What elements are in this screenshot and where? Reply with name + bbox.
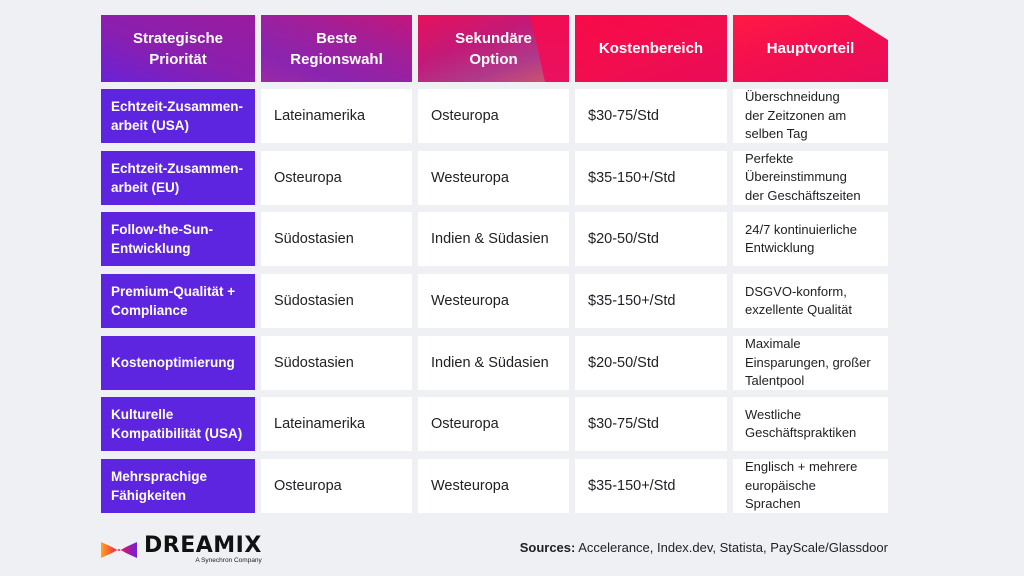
best-region-cell: Osteuropa <box>261 459 412 514</box>
cost-cell: $35-150+/Std <box>575 150 727 205</box>
secondary-option-cell: Westeuropa <box>418 459 569 514</box>
best-region-cell: Osteuropa <box>261 150 412 205</box>
benefit-cell: Überschneidung der Zeitzonen am selben T… <box>733 89 888 143</box>
benefit-cell: Perfekte Übereinstimmung der Geschäftsze… <box>733 150 888 205</box>
benefit-cell: 24/7 kontinuierliche Entwicklung <box>733 212 888 267</box>
dreamix-logo: DREAMIX A Synechron Company <box>100 535 262 564</box>
logo-subtitle: A Synechron Company <box>195 557 262 564</box>
cost-cell: $30-75/Std <box>575 89 727 143</box>
cost-cell: $35-150+/Std <box>575 274 727 329</box>
benefit-cell: Westliche Geschäftspraktiken <box>733 397 888 452</box>
benefit-cell: Maximale Einsparungen, großer Talentpool <box>733 335 888 390</box>
priority-cell: Echtzeit-Zusammen-arbeit (USA) <box>101 89 255 143</box>
sources-text: Accelerance, Index.dev, Statista, PaySca… <box>575 540 888 555</box>
cost-cell: $20-50/Std <box>575 212 727 267</box>
secondary-option-cell: Westeuropa <box>418 274 569 329</box>
secondary-option-cell: Indien & Südasien <box>418 335 569 390</box>
header-secondary-option: Sekundäre Option <box>418 15 569 82</box>
secondary-option-cell: Indien & Südasien <box>418 212 569 267</box>
header-best-region: Beste Regionswahl <box>261 15 412 82</box>
dreamix-logo-icon <box>101 541 137 558</box>
header-strategic-priority: Strategische Priorität <box>101 15 255 82</box>
best-region-cell: Südostasien <box>261 274 412 329</box>
priority-cell: Echtzeit-Zusammen-arbeit (EU) <box>101 150 255 205</box>
priority-cell: Kulturelle Kompatibilität (USA) <box>101 397 255 452</box>
priority-cell: Follow-the-Sun-Entwicklung <box>101 212 255 267</box>
comparison-table: Strategische Priorität Beste Regionswahl… <box>101 15 888 521</box>
header-main-benefit: Hauptvorteil <box>733 15 888 82</box>
cost-cell: $20-50/Std <box>575 335 727 390</box>
priority-cell: Kostenoptimierung <box>101 335 255 390</box>
priority-cell: Mehrsprachige Fähigkeiten <box>101 459 255 514</box>
priority-cell: Premium-Qualität + Compliance <box>101 274 255 329</box>
best-region-cell: Lateinamerika <box>261 397 412 452</box>
header-cost-range: Kostenbereich <box>575 15 727 82</box>
sources-label: Sources: <box>519 540 576 555</box>
sources-note: Sources: Accelerance, Index.dev, Statist… <box>520 540 888 555</box>
secondary-option-cell: Westeuropa <box>418 150 569 205</box>
cost-cell: $30-75/Std <box>575 397 727 452</box>
benefit-cell: DSGVO-konform, exzellente Qualität <box>733 274 888 329</box>
benefit-cell: Englisch + mehrere europäische Sprachen <box>733 459 888 514</box>
best-region-cell: Südostasien <box>261 212 412 267</box>
best-region-cell: Lateinamerika <box>261 89 412 143</box>
best-region-cell: Südostasien <box>261 335 412 390</box>
secondary-option-cell: Osteuropa <box>418 89 569 143</box>
cost-cell: $35-150+/Std <box>575 459 727 514</box>
secondary-option-cell: Osteuropa <box>418 397 569 452</box>
logo-wordmark: DREAMIX <box>144 533 262 558</box>
